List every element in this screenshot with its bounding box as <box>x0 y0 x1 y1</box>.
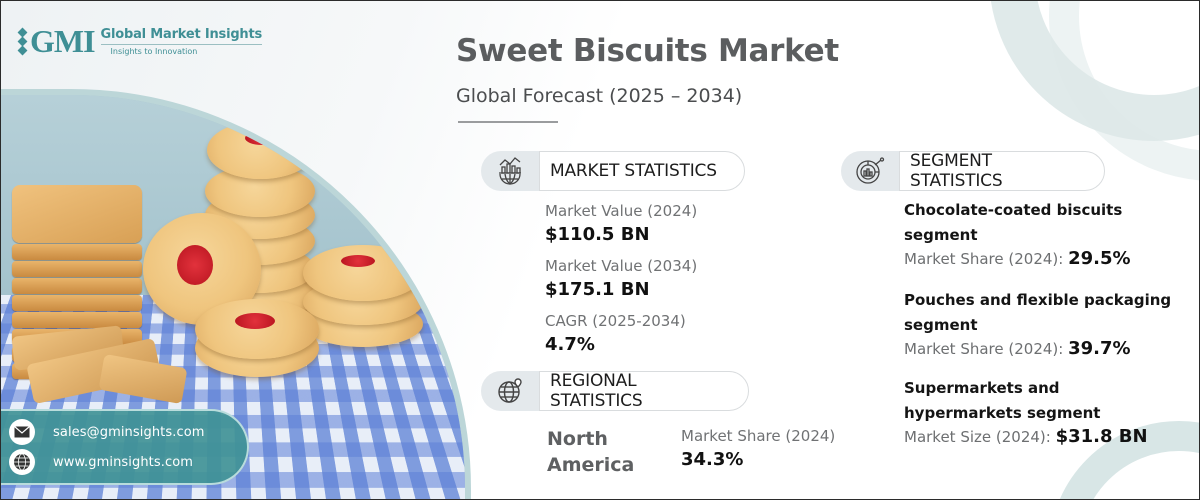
segment-stat-pouches: Market Share (2024): 39.7% <box>904 338 1131 359</box>
biscuit <box>207 121 315 179</box>
globe-pin-icon <box>481 371 539 411</box>
regional-share-value: 34.3% <box>681 449 744 470</box>
page-subtitle: Global Forecast (2025 – 2034) <box>456 85 743 107</box>
envelope-icon <box>9 419 35 445</box>
segment-stat-value: $31.8 BN <box>1055 426 1148 447</box>
contact-email-row[interactable]: sales@gminsights.com <box>9 417 247 447</box>
market-value-2024-label: Market Value (2024) <box>545 202 698 220</box>
market-value-2034-label: Market Value (2034) <box>545 257 698 275</box>
chart-globe-icon <box>481 151 539 191</box>
market-statistics-heading: MARKET STATISTICS <box>539 151 745 191</box>
contact-website[interactable]: www.gminsights.com <box>53 454 194 470</box>
segment-stat-label: Market Size (2024): <box>904 428 1051 446</box>
jam-center <box>235 313 275 329</box>
market-value-2034: $175.1 BN <box>545 279 650 300</box>
segment-chart-icon <box>841 151 899 191</box>
segment-title-pouches: Pouches and flexible packaging segment <box>904 291 1172 334</box>
segment-stat-supermarkets: Market Size (2024): $31.8 BN <box>904 426 1148 447</box>
logo-mark: GMI <box>17 23 96 59</box>
cagr-label: CAGR (2025-2034) <box>545 312 686 330</box>
title-divider <box>458 121 558 123</box>
regional-statistics-heading: REGIONAL STATISTICS <box>539 371 749 411</box>
segment-title-chocolate-coated: Chocolate-coated biscuits segment <box>904 201 1123 244</box>
logo-mark-text: GMI <box>30 23 96 59</box>
jam-center <box>245 131 279 145</box>
segment-stat-value: 39.7% <box>1068 338 1131 359</box>
segment-statistics-header: SEGMENT STATISTICS <box>841 151 1105 191</box>
segment-stat-label: Market Share (2024): <box>904 340 1064 358</box>
contact-panel: sales@gminsights.com www.gminsights.com <box>1 409 249 485</box>
jam-center <box>341 255 375 267</box>
region-name: North America <box>547 428 635 476</box>
regional-share-label: Market Share (2024) <box>681 427 836 445</box>
biscuit <box>195 299 319 359</box>
regional-statistics-header: REGIONAL STATISTICS <box>481 371 749 411</box>
segment-stat-chocolate-coated: Market Share (2024): 29.5% <box>904 248 1131 269</box>
market-value-2024: $110.5 BN <box>545 224 650 245</box>
biscuits-photo <box>1 89 471 499</box>
decorative-arc <box>989 1 1199 141</box>
page-title: Sweet Biscuits Market <box>456 33 839 69</box>
globe-icon <box>9 449 35 475</box>
biscuit <box>303 245 423 301</box>
jam-center <box>177 245 213 285</box>
segment-title-supermarkets: Supermarkets and hypermarkets segment <box>904 379 1101 422</box>
market-statistics-header: MARKET STATISTICS <box>481 151 745 191</box>
segment-stat-value: 29.5% <box>1068 248 1131 269</box>
gmi-logo[interactable]: GMI Global Market Insights Insights to I… <box>17 23 262 59</box>
brand-tagline: Insights to Innovation <box>110 46 198 56</box>
contact-email[interactable]: sales@gminsights.com <box>53 424 205 440</box>
segment-stat-label: Market Share (2024): <box>904 250 1064 268</box>
logo-text: Global Market Insights Insights to Innov… <box>100 27 262 56</box>
segment-statistics-heading: SEGMENT STATISTICS <box>899 151 1105 191</box>
brand-name: Global Market Insights <box>100 27 262 45</box>
cagr-value: 4.7% <box>545 334 595 355</box>
contact-website-row[interactable]: www.gminsights.com <box>9 447 247 477</box>
logo-diamonds-icon <box>17 27 28 55</box>
